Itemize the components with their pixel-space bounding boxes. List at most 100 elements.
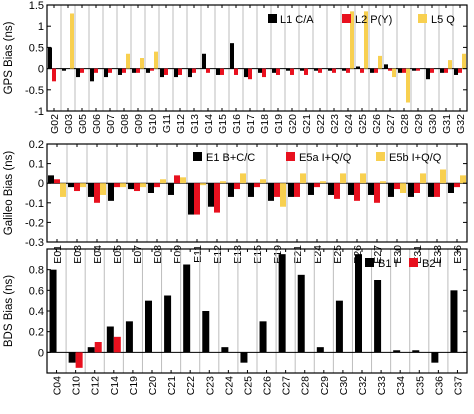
bar — [52, 68, 56, 82]
bar — [114, 183, 120, 188]
bar — [154, 51, 158, 69]
x-tick-label: E11 — [192, 245, 204, 263]
bar — [104, 68, 108, 78]
bar — [106, 326, 114, 353]
bar — [48, 47, 52, 69]
bar — [268, 183, 274, 201]
bar — [140, 58, 144, 69]
x-tick-label: E04 — [92, 245, 104, 264]
x-tick-label: C35 — [414, 376, 426, 395]
x-tick-label: G24 — [343, 114, 355, 134]
bar — [70, 13, 74, 69]
legend-label: L5 Q — [431, 14, 455, 26]
x-tick-label: G20 — [287, 114, 299, 134]
x-tick-label: C25 — [242, 376, 254, 395]
bar — [148, 183, 154, 193]
y-tick-label: 0 — [38, 347, 44, 359]
bar — [168, 183, 174, 195]
bar — [202, 311, 210, 353]
bar — [388, 68, 392, 71]
bar — [113, 336, 121, 353]
x-tick-label: E01 — [52, 245, 64, 264]
x-tick-label: G28 — [399, 114, 411, 134]
bar — [355, 254, 362, 353]
x-tick-label: G06 — [91, 114, 103, 134]
bar — [440, 68, 444, 73]
bar — [100, 183, 106, 195]
x-tick-label: G14 — [203, 114, 215, 134]
bar — [346, 68, 350, 73]
y-tick-label: 0.2 — [29, 327, 44, 339]
bar — [202, 53, 206, 69]
bar — [274, 183, 280, 197]
bar — [430, 68, 434, 73]
bar — [188, 68, 192, 78]
bar — [160, 68, 164, 78]
bar — [146, 68, 150, 73]
bar — [398, 68, 402, 73]
y-tick-label: 0.4 — [29, 306, 44, 318]
bar — [76, 68, 80, 78]
x-tick-label: G31 — [441, 114, 453, 134]
bar — [406, 68, 410, 103]
bar — [378, 55, 382, 69]
bar — [294, 183, 300, 197]
y-tick-label: -0.2 — [25, 217, 44, 229]
bar — [180, 177, 186, 184]
x-tick-label: C23 — [204, 376, 216, 395]
bar — [340, 173, 346, 184]
bar — [122, 68, 126, 73]
bar — [126, 53, 130, 69]
x-tick-label: C28 — [300, 376, 312, 395]
x-tick-label: E05 — [112, 245, 124, 264]
bar — [164, 295, 172, 353]
bar — [118, 68, 122, 75]
legend-label: E1 B+C/C — [206, 152, 255, 164]
bar — [412, 68, 416, 71]
bar — [297, 274, 305, 353]
x-tick-label: C12 — [90, 376, 102, 395]
bar — [393, 350, 401, 353]
bar — [280, 183, 286, 207]
y-tick-label: -0.1 — [25, 198, 44, 210]
x-tick-label: G18 — [259, 114, 271, 134]
legend-swatch — [376, 152, 385, 161]
bar — [60, 183, 66, 197]
y-tick-label: 0.6 — [29, 285, 44, 297]
y-axis-label: BDS Bias (ns) — [3, 275, 15, 347]
bar — [48, 175, 54, 184]
bar — [150, 68, 154, 71]
bar — [154, 183, 160, 188]
bar — [54, 179, 60, 184]
legend-swatch — [418, 14, 427, 23]
bar — [220, 68, 224, 75]
x-tick-label: G10 — [147, 114, 159, 134]
y-tick-label: -0.3 — [25, 237, 44, 249]
x-tick-label: C19 — [128, 376, 140, 395]
bar — [328, 68, 332, 71]
x-tick-label: C33 — [376, 376, 388, 395]
x-tick-label: G09 — [133, 114, 145, 134]
bar — [183, 264, 191, 353]
x-tick-label: E15 — [252, 245, 264, 264]
bar — [454, 68, 458, 75]
bar — [254, 183, 260, 188]
bar — [74, 183, 80, 192]
bar — [160, 179, 166, 184]
legend-swatch — [342, 14, 351, 23]
legend-label: L1 C/A — [280, 14, 314, 26]
legend-swatch — [193, 152, 202, 161]
x-tick-label: G16 — [231, 114, 243, 134]
bar — [94, 68, 98, 73]
bar — [68, 183, 74, 188]
y-tick-label: -0.5 — [25, 85, 44, 97]
plot-frame — [46, 4, 468, 112]
bar — [332, 68, 336, 73]
bar — [444, 68, 448, 73]
bar — [460, 175, 466, 184]
bar — [80, 68, 84, 73]
bar — [428, 183, 434, 197]
x-tick-label: G07 — [105, 114, 117, 134]
x-tick-label: C04 — [52, 376, 64, 395]
